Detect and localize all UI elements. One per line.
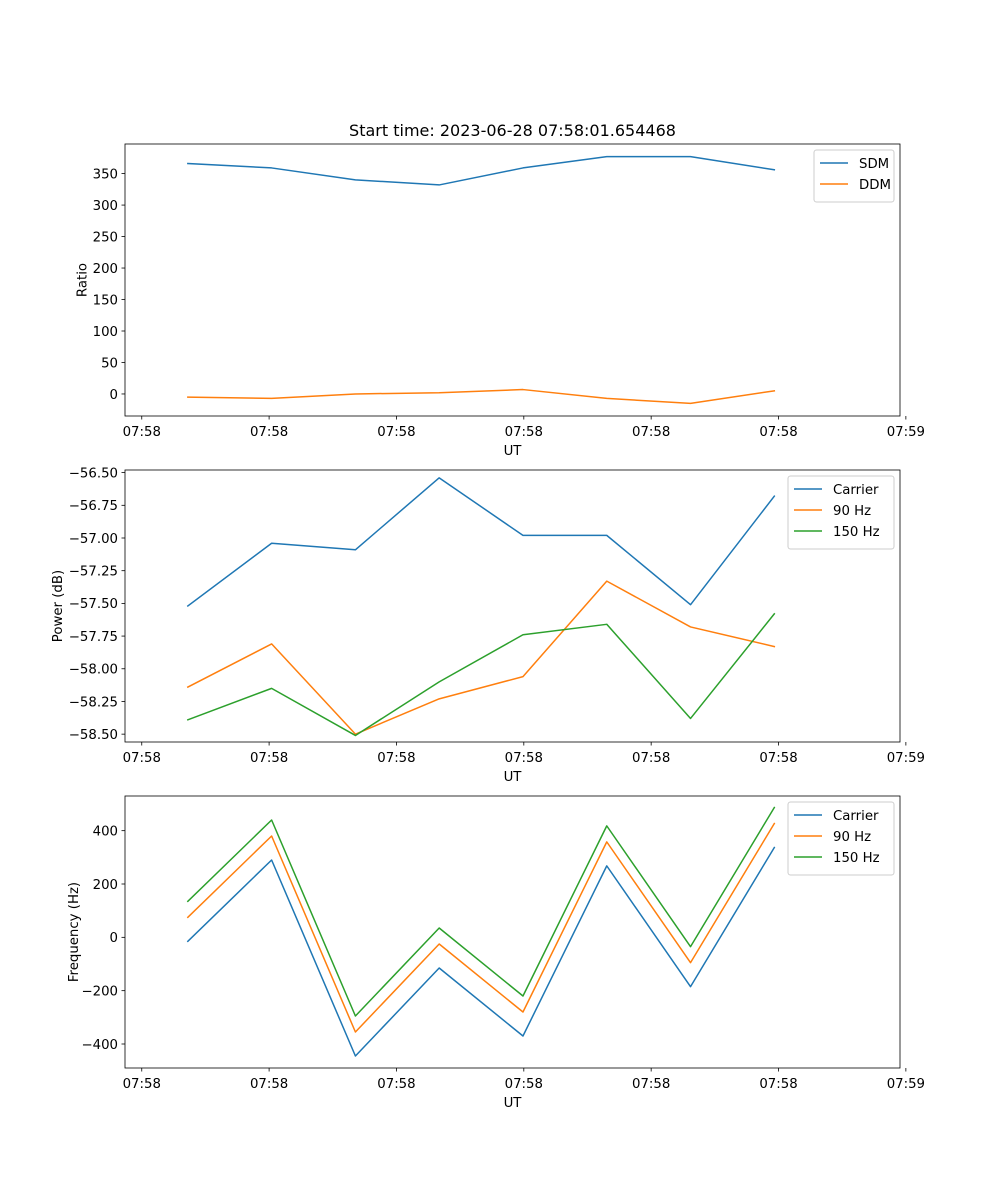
- y-tick-label: −58.00: [69, 663, 118, 678]
- y-axis-label: Frequency (Hz): [67, 882, 82, 982]
- x-tick-label: 07:58: [250, 751, 288, 766]
- x-axis-label: UT: [504, 1096, 523, 1111]
- series-line-carrier: [186, 477, 776, 608]
- x-tick-label: 07:58: [250, 1077, 288, 1092]
- y-tick-label: −57.00: [69, 532, 118, 547]
- x-tick-label: 07:58: [632, 1077, 670, 1092]
- y-tick-label: 350: [93, 167, 118, 182]
- legend: Carrier 90 Hz 150 Hz: [787, 801, 895, 876]
- x-tick-label: 07:59: [887, 1077, 925, 1092]
- plot-area: [187, 155, 776, 405]
- y-tick-label: −58.50: [69, 728, 118, 743]
- legend-label: 150 Hz: [833, 525, 880, 540]
- x-axis-label: UT: [504, 770, 523, 785]
- legend: SDM DDM: [813, 149, 895, 203]
- x-tick-label: 07:58: [505, 1077, 543, 1092]
- y-tick-label: 0: [110, 931, 118, 946]
- figure-title: Start time: 2023-06-28 07:58:01.654468: [349, 121, 676, 140]
- x-tick-label: 07:58: [123, 751, 161, 766]
- legend-label: 90 Hz: [833, 504, 871, 519]
- axes-frame: [124, 143, 901, 417]
- x-tick-label: 07:58: [377, 1077, 415, 1092]
- y-tick-label: 250: [93, 230, 118, 245]
- y-tick-label: 200: [93, 878, 118, 893]
- legend-label: Carrier: [833, 483, 879, 498]
- y-tick-label: 150: [93, 293, 118, 308]
- y-tick-label: −200: [81, 984, 118, 999]
- x-tick-label: 07:58: [632, 425, 670, 440]
- subplot-1: 07:58 07:58 07:58 07:58 07:58 07:58 07:59 0 50 10…: [75, 143, 925, 459]
- plot-area: [186, 477, 776, 737]
- x-tick-label: 07:58: [377, 751, 415, 766]
- x-tick-label: 07:58: [123, 1077, 161, 1092]
- x-tick-label: 07:58: [505, 425, 543, 440]
- y-tick-label: 50: [101, 356, 118, 371]
- y-tick-label: 100: [93, 325, 118, 340]
- subplot-2: 07:58 07:58 07:58 07:58 07:58 07:58 07:59 −58.5…: [51, 466, 925, 785]
- y-tick-label: −58.25: [69, 695, 118, 710]
- axes-frame: [124, 469, 901, 743]
- y-tick-label: −57.25: [69, 564, 118, 579]
- y-tick-label: −57.75: [69, 630, 118, 645]
- series-line-carrier: [186, 846, 776, 1057]
- y-tick-label: −57.50: [69, 597, 118, 612]
- legend: Carrier 90 Hz 150 Hz: [787, 475, 895, 550]
- x-tick-label: 07:58: [632, 751, 670, 766]
- x-tick-label: 07:58: [759, 425, 797, 440]
- x-tick-label: 07:58: [250, 425, 288, 440]
- y-tick-label: 400: [93, 824, 118, 839]
- legend-label: 90 Hz: [833, 830, 871, 845]
- x-axis-label: UT: [504, 444, 523, 459]
- x-tick-label: 07:58: [759, 1077, 797, 1092]
- y-tick-label: −56.75: [69, 499, 118, 514]
- subplot-3: 07:58 07:58 07:58 07:58 07:58 07:58 07:59 −400 −…: [67, 795, 925, 1111]
- x-tick-label: 07:59: [887, 751, 925, 766]
- y-tick-label: 300: [93, 199, 118, 214]
- series-line-90-hz: [186, 822, 776, 1033]
- x-tick-label: 07:58: [759, 751, 797, 766]
- x-tick-label: 07:58: [377, 425, 415, 440]
- x-tick-label: 07:59: [887, 425, 925, 440]
- legend-label: Carrier: [833, 809, 879, 824]
- axes-frame: [124, 795, 901, 1069]
- y-tick-label: 200: [93, 262, 118, 277]
- y-axis-label: Ratio: [75, 263, 90, 297]
- series-line-sdm: [187, 155, 776, 186]
- series-line-ddm: [187, 388, 776, 405]
- x-tick-label: 07:58: [505, 751, 543, 766]
- series-line-150-hz: [186, 806, 776, 1017]
- plot-area: [186, 806, 776, 1057]
- y-tick-label: −400: [81, 1038, 118, 1053]
- y-tick-label: −56.50: [69, 466, 118, 481]
- x-tick-label: 07:58: [123, 425, 161, 440]
- legend-label: 150 Hz: [833, 851, 880, 866]
- y-tick-label: 0: [110, 388, 118, 403]
- series-line-90-hz: [186, 580, 776, 735]
- series-line-150-hz: [186, 612, 776, 737]
- y-axis-label: Power (dB): [51, 570, 66, 642]
- legend-label: DDM: [859, 178, 891, 193]
- legend-label: SDM: [859, 157, 889, 172]
